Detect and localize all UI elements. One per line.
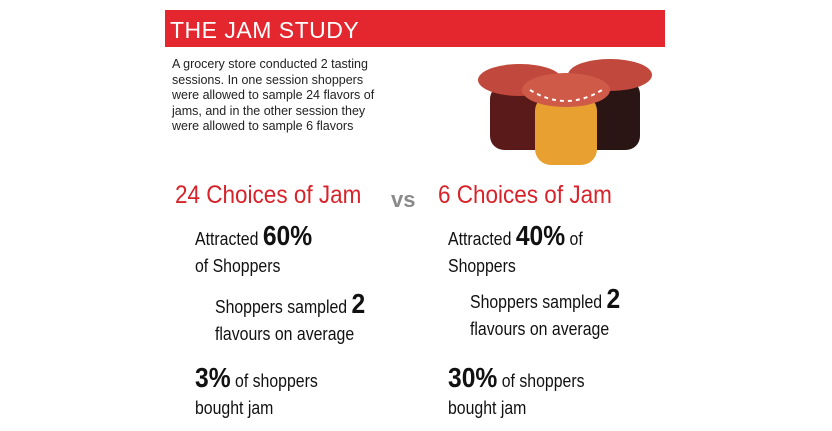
stat: Shoppers sampled 2 flavours on average <box>470 285 620 343</box>
intro-line: were allowed to sample 24 flavors of <box>172 88 375 102</box>
intro-line: jams, and in the other session they <box>172 103 366 118</box>
stat: 3% of shoppers bought jam <box>195 364 318 422</box>
vs: vs <box>391 187 416 212</box>
value: 30% <box>448 362 498 393</box>
value: 2 <box>351 288 366 319</box>
text: Attracted <box>195 229 259 249</box>
jars-image <box>478 59 652 165</box>
text: flavours on average <box>215 324 355 344</box>
value: 2 <box>606 283 621 314</box>
value: 60% <box>262 220 313 251</box>
text: bought jam <box>448 398 527 418</box>
text: Shoppers sampled <box>470 292 603 312</box>
title: THE JAM STUDY <box>170 17 360 43</box>
text: Shoppers <box>448 256 516 276</box>
heading: 24 Choices of Jam <box>175 181 362 209</box>
text: flavours on average <box>470 319 610 339</box>
heading: 6 Choices of Jam <box>438 181 612 209</box>
text: of <box>569 229 583 249</box>
stat: 30% of shoppers bought jam <box>448 364 585 422</box>
intro-line: were allowed to sample 6 flavors <box>172 119 354 133</box>
title-bar <box>165 10 665 47</box>
intro-line: A grocery store conducted 2 tasting <box>172 57 368 71</box>
stat: Attracted 60% of Shoppers <box>195 222 312 280</box>
intro-line: sessions. In one session shoppers <box>172 72 364 87</box>
text: of Shoppers <box>195 256 281 276</box>
text: of shoppers <box>235 371 318 391</box>
text: Attracted <box>448 229 512 249</box>
text: of shoppers <box>501 371 585 391</box>
stat: Attracted 40% of Shoppers <box>448 222 583 280</box>
text: bought jam <box>195 398 274 418</box>
text: Shoppers sampled <box>215 297 348 317</box>
value: 3% <box>195 362 231 393</box>
intro: A grocery store conducted 2 tasting sess… <box>172 57 374 135</box>
value: 40% <box>515 220 566 251</box>
stat: Shoppers sampled 2 flavours on average <box>215 290 365 348</box>
